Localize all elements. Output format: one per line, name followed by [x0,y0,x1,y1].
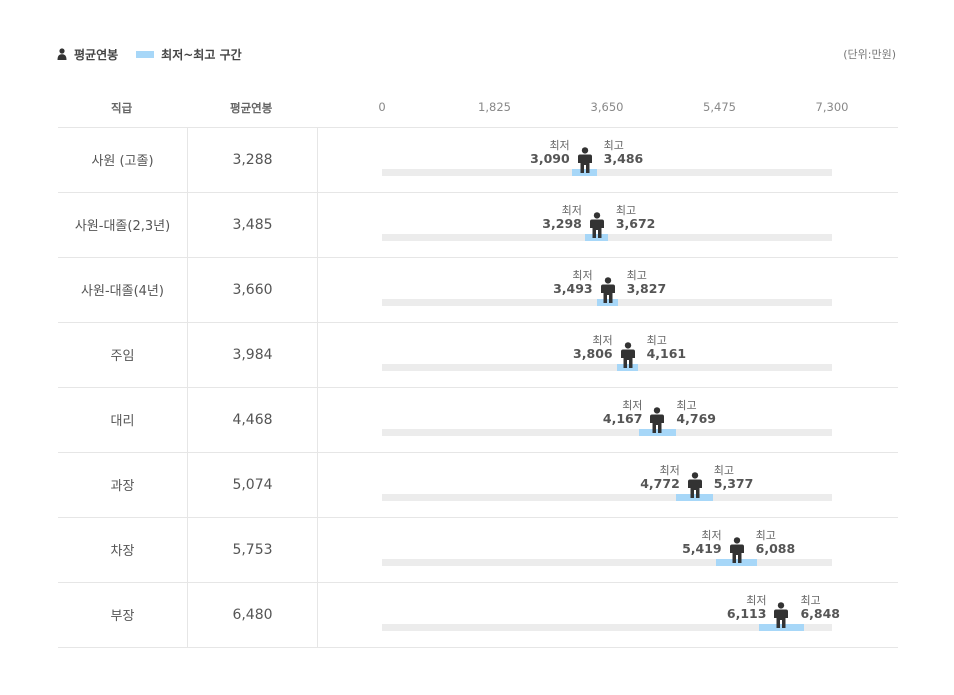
avg-salary-cell: 3,288 [232,151,273,168]
min-label: 최저 [572,269,593,282]
max-value: 6,848 [800,606,840,621]
row-divider [58,322,898,323]
legend-range: 최저~최고 구간 [136,46,242,63]
axis-tick-label: 0 [378,100,386,114]
max-value: 3,827 [626,281,667,296]
scale-track [382,429,832,436]
avg-person-marker [687,472,703,502]
avg-salary-cell: 3,485 [232,216,273,233]
max-label: 최고 [713,464,735,477]
min-value: 4,772 [640,476,680,491]
person-icon [57,48,67,60]
max-label: 최고 [615,204,637,217]
avg-person-marker [773,602,789,632]
max-label: 최고 [755,529,776,542]
min-value: 3,090 [530,151,570,166]
min-label: 최저 [746,594,767,607]
min-label: 최저 [701,529,722,542]
min-value: 6,113 [726,606,767,621]
rank-cell: 부장 [110,609,135,624]
max-value: 3,486 [603,151,644,166]
rank-cell: 대리 [110,414,135,429]
avg-person-marker [620,342,636,372]
axis-tick-label: 5,475 [703,100,736,114]
legend-avg-label: 평균연봉 [74,47,119,62]
row-divider [58,517,898,518]
max-value: 4,161 [646,346,687,361]
salary-range-bar [676,494,714,501]
rank-cell: 과장 [110,479,135,494]
min-label: 최저 [592,334,613,347]
rank-cell: 사원-대졸(4년) [81,284,164,299]
rank-cell: 사원 (고졸) [91,154,154,169]
row-divider [58,387,898,388]
rank-cell: 사원-대졸(2,3년) [74,219,171,234]
scale-track [382,624,832,631]
row-divider [58,647,898,648]
column-divider [187,127,188,647]
avg-salary-cell: 5,753 [232,541,273,558]
max-label: 최고 [676,399,697,412]
salary-range-bar [597,299,618,306]
avg-salary-cell: 6,480 [232,606,273,623]
row-divider [58,257,898,258]
salary-range-bar [616,364,639,371]
salary-range-bar [572,169,597,176]
unit-label: (단위:만원) [843,48,896,61]
max-label: 최고 [800,594,821,607]
scale-track [382,364,832,371]
avg-salary-cell: 3,660 [232,281,273,298]
min-label: 최저 [659,464,680,477]
max-label: 최고 [603,139,624,152]
axis-tick-label: 7,300 [815,100,849,114]
avg-person-marker [729,537,745,567]
scale-track [382,169,832,176]
row-divider [58,452,898,453]
scale-track [382,559,832,566]
max-value: 3,672 [615,216,656,231]
rank-cell: 차장 [110,544,135,559]
range-swatch [136,50,155,58]
scale-track [382,494,832,501]
header-avg: 평균연봉 [230,101,273,115]
rank-cell: 주임 [110,349,135,364]
legend: 평균연봉 최저~최고 구간 [57,44,260,64]
min-value: 3,493 [553,281,593,296]
min-label: 최저 [622,399,643,412]
max-label: 최고 [626,269,647,282]
row-divider [58,192,898,193]
column-divider [317,127,318,647]
avg-salary-cell: 4,468 [232,411,273,428]
min-label: 최저 [561,204,582,217]
legend-avg: 평균연봉 [57,46,118,63]
row-divider [58,582,898,583]
avg-person-marker [589,212,605,242]
axis-tick-label: 3,650 [590,100,624,114]
legend-range-label: 최저~최고 구간 [161,47,242,62]
max-value: 5,377 [713,476,754,491]
max-value: 4,769 [676,411,716,426]
axis-tick-label: 1,825 [478,100,511,114]
avg-person-marker [649,407,665,437]
salary-range-bar [758,624,805,631]
header-rank: 직급 [111,101,133,115]
salary-range-bar [638,429,676,436]
salary-range-bar [585,234,609,241]
min-value: 4,167 [602,411,643,426]
avg-salary-cell: 3,984 [232,346,273,363]
min-label: 최저 [549,139,570,152]
avg-salary-cell: 5,074 [232,476,273,493]
min-value: 5,419 [682,541,722,556]
min-value: 3,298 [542,216,582,231]
row-divider [58,127,898,128]
max-label: 최고 [646,334,667,347]
salary-range-bar [716,559,758,566]
max-value: 6,088 [755,541,796,556]
avg-person-marker [600,277,616,307]
avg-person-marker [577,147,593,177]
min-value: 3,806 [573,346,613,361]
